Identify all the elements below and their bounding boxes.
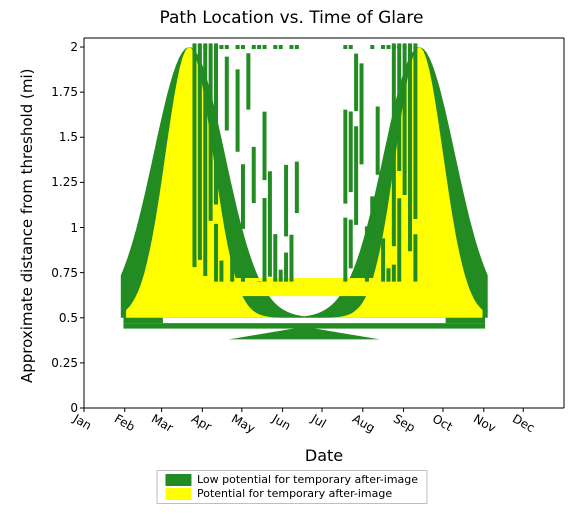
x-tick-label: Apr [189, 408, 216, 434]
x-tick-label: Nov [471, 408, 500, 435]
legend-item-low: Low potential for temporary after-image [165, 473, 418, 487]
legend-label-low: Low potential for temporary after-image [197, 473, 418, 487]
y-tick-label: 0.5 [59, 311, 84, 325]
legend-item-potential: Potential for temporary after-image [165, 487, 418, 501]
y-tick-label: 0.75 [51, 266, 84, 280]
plot-area: 00.250.50.7511.251.51.752JanFebMarAprMay… [84, 38, 564, 408]
x-tick-label: Jul [309, 408, 331, 431]
plot-svg [84, 38, 564, 408]
legend-swatch-low [165, 474, 191, 486]
y-tick-label: 2 [70, 40, 84, 54]
x-tick-label: Dec [510, 408, 539, 435]
x-tick-label: Mar [149, 408, 178, 435]
legend-label-potential: Potential for temporary after-image [197, 487, 392, 501]
legend: Low potential for temporary after-image … [156, 470, 427, 504]
x-tick-label: May [229, 408, 259, 436]
y-tick-label: 1 [70, 221, 84, 235]
x-tick-label: Aug [350, 408, 379, 435]
chart-title: Path Location vs. Time of Glare [0, 8, 583, 28]
x-tick-label: Feb [112, 408, 139, 434]
legend-swatch-potential [165, 488, 191, 500]
x-axis-label: Date [84, 446, 564, 465]
x-tick-label: Sep [391, 408, 420, 435]
y-axis-label: Approximate distance from threshold (mi) [18, 69, 36, 383]
y-tick-label: 1.75 [51, 85, 84, 99]
y-tick-label: 1.25 [51, 175, 84, 189]
y-tick-label: 0.25 [51, 356, 84, 370]
x-tick-label: Jun [270, 408, 295, 433]
y-tick-label: 1.5 [59, 130, 84, 144]
chart-figure: Path Location vs. Time of Glare 00.250.5… [0, 0, 583, 514]
x-tick-label: Oct [430, 408, 457, 434]
